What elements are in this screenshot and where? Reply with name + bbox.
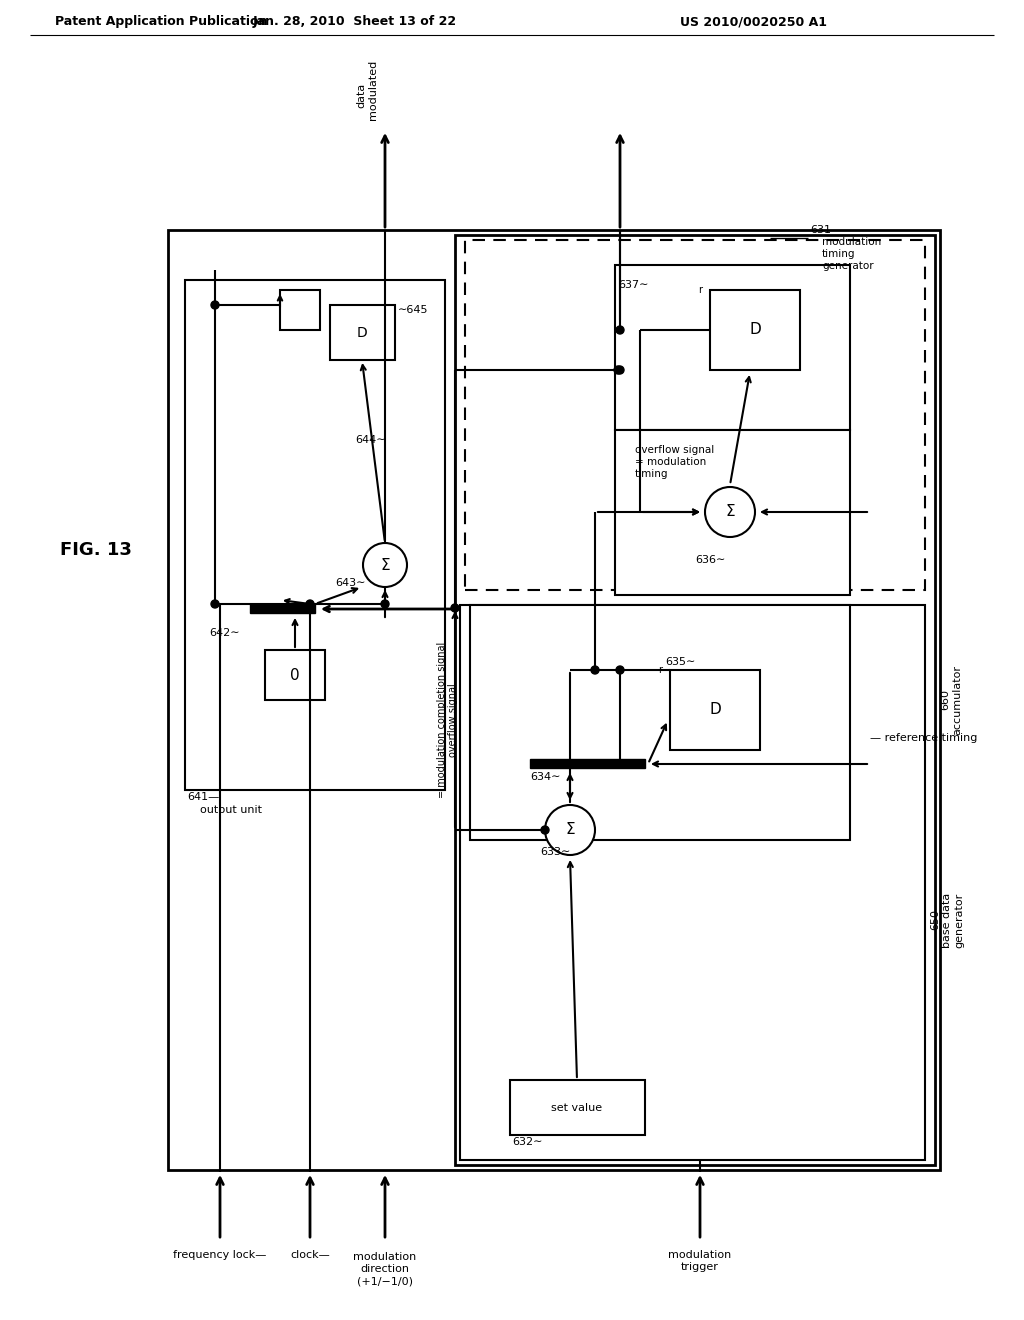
Text: trigger: trigger: [681, 1262, 719, 1272]
Bar: [185, 280, 445, 789]
Text: Σ: Σ: [565, 822, 574, 837]
Text: set value: set value: [552, 1104, 602, 1113]
Bar: [470, 605, 850, 840]
Text: 642∼: 642∼: [209, 628, 240, 638]
Text: timing: timing: [635, 469, 669, 479]
Bar: [330, 305, 395, 360]
Circle shape: [362, 543, 407, 587]
Text: (+1/−1/0): (+1/−1/0): [357, 1276, 413, 1286]
Text: = modulation: = modulation: [635, 457, 707, 467]
Bar: [280, 290, 319, 330]
Text: D: D: [750, 322, 761, 338]
Bar: [530, 759, 645, 768]
Text: 634∼: 634∼: [530, 772, 560, 781]
Bar: [250, 605, 315, 612]
Text: clock—: clock—: [290, 1250, 330, 1261]
Text: 636∼: 636∼: [695, 554, 725, 565]
Text: 0: 0: [290, 668, 300, 682]
Text: modulated: modulated: [368, 59, 378, 120]
Circle shape: [705, 487, 755, 537]
Bar: [455, 235, 935, 1166]
Bar: [510, 1080, 645, 1135]
Circle shape: [451, 605, 459, 612]
Text: modulation: modulation: [353, 1251, 417, 1262]
Text: 632∼: 632∼: [512, 1137, 543, 1147]
Bar: [460, 605, 925, 1160]
Text: generator: generator: [954, 892, 964, 948]
Text: 631: 631: [810, 224, 831, 235]
Text: US 2010/0020250 A1: US 2010/0020250 A1: [680, 16, 827, 29]
Bar: [615, 265, 850, 430]
Text: 635∼: 635∼: [665, 657, 695, 667]
Circle shape: [614, 366, 622, 374]
Circle shape: [211, 301, 219, 309]
Text: direction: direction: [360, 1265, 410, 1274]
Text: overflow signal: overflow signal: [449, 684, 458, 756]
Text: Σ: Σ: [380, 557, 390, 573]
Text: Jan. 28, 2010  Sheet 13 of 22: Jan. 28, 2010 Sheet 13 of 22: [253, 16, 457, 29]
Circle shape: [381, 601, 389, 609]
Circle shape: [306, 601, 314, 609]
Text: D: D: [356, 326, 368, 341]
Text: D: D: [710, 702, 721, 718]
Text: modulation: modulation: [822, 238, 882, 247]
Text: 660: 660: [940, 689, 950, 710]
Text: frequency lock—: frequency lock—: [173, 1250, 266, 1261]
Text: accumulator: accumulator: [952, 665, 962, 735]
Text: ∼645: ∼645: [398, 305, 428, 315]
Text: 644∼: 644∼: [355, 436, 386, 445]
Bar: [465, 240, 925, 590]
Circle shape: [541, 826, 549, 834]
Text: 637∼: 637∼: [618, 280, 648, 290]
Text: base data: base data: [942, 892, 952, 948]
Text: 641—: 641—: [187, 792, 219, 803]
Text: 633∼: 633∼: [540, 847, 570, 857]
Text: 650: 650: [930, 909, 940, 931]
Bar: [670, 671, 760, 750]
Circle shape: [211, 601, 219, 609]
Text: FIG. 13: FIG. 13: [60, 541, 132, 558]
Text: timing: timing: [822, 249, 855, 259]
Bar: [265, 649, 325, 700]
Circle shape: [616, 366, 624, 374]
Text: — reference timing: — reference timing: [870, 733, 977, 743]
Text: r: r: [698, 285, 702, 294]
Text: generator: generator: [822, 261, 873, 271]
Bar: [615, 430, 850, 595]
Text: modulation: modulation: [669, 1250, 731, 1261]
Text: 643∼: 643∼: [335, 578, 366, 587]
Text: = modulation completion signal: = modulation completion signal: [437, 642, 447, 799]
Bar: [168, 230, 940, 1170]
Text: data: data: [356, 82, 366, 108]
Text: Patent Application Publication: Patent Application Publication: [55, 16, 267, 29]
Circle shape: [616, 326, 624, 334]
Text: overflow signal: overflow signal: [635, 445, 715, 455]
Bar: [710, 290, 800, 370]
Circle shape: [545, 805, 595, 855]
Text: Σ: Σ: [725, 504, 735, 520]
Circle shape: [591, 667, 599, 675]
Circle shape: [616, 667, 624, 675]
Text: output unit: output unit: [200, 805, 262, 814]
Text: r: r: [658, 665, 662, 675]
